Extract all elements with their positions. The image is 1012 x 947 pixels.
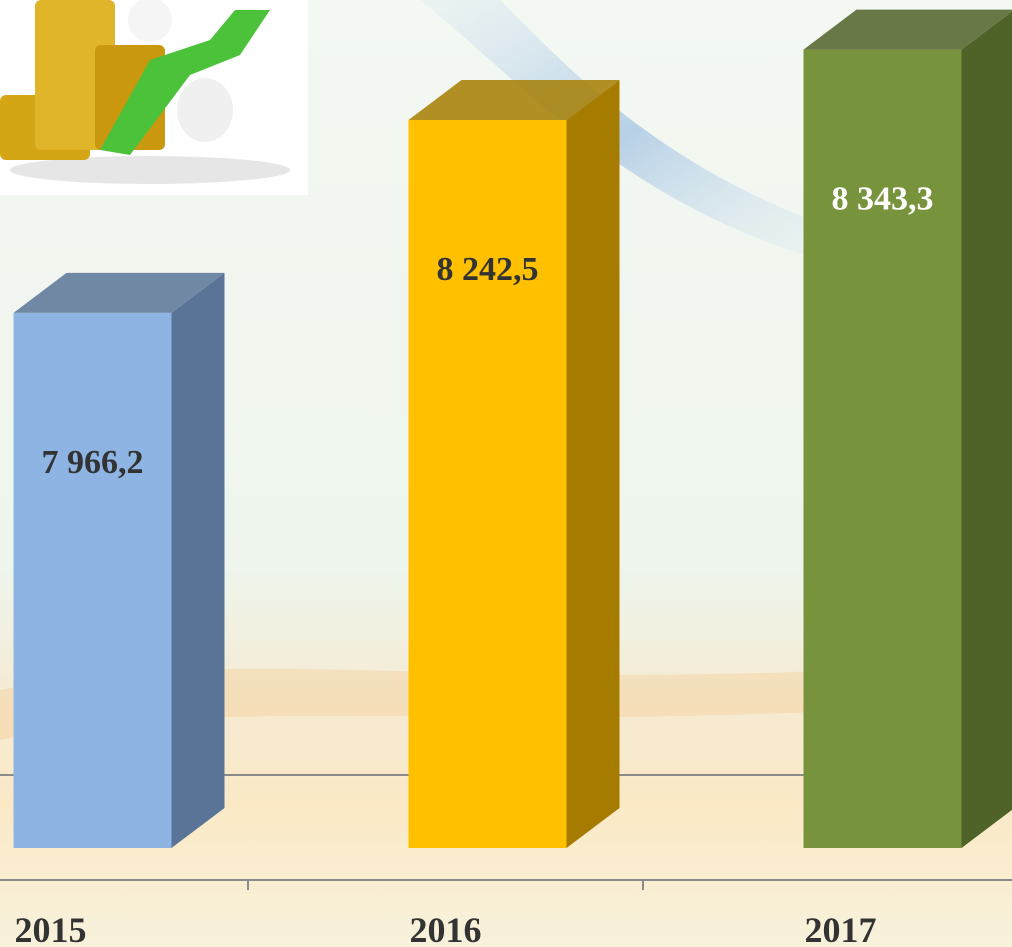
x-tick-label: 2015	[15, 910, 87, 947]
bar	[804, 50, 962, 848]
x-tick-label: 2016	[410, 910, 482, 947]
chart: 7 966,2 2015 8 242,5 2016 8 343,3 2017	[0, 0, 1012, 947]
bar	[409, 120, 567, 848]
value-label: 8 242,5	[437, 251, 539, 288]
bar-side	[172, 273, 225, 848]
x-tick-label: 2017	[805, 910, 877, 947]
bar-side	[962, 10, 1012, 848]
value-label: 7 966,2	[42, 444, 144, 481]
bar-side	[567, 80, 620, 848]
illustration	[0, 0, 308, 195]
page: {"chart_data": {"type": "bar3d", "catego…	[0, 0, 1012, 947]
bar	[14, 313, 172, 848]
value-label: 8 343,3	[832, 181, 934, 218]
